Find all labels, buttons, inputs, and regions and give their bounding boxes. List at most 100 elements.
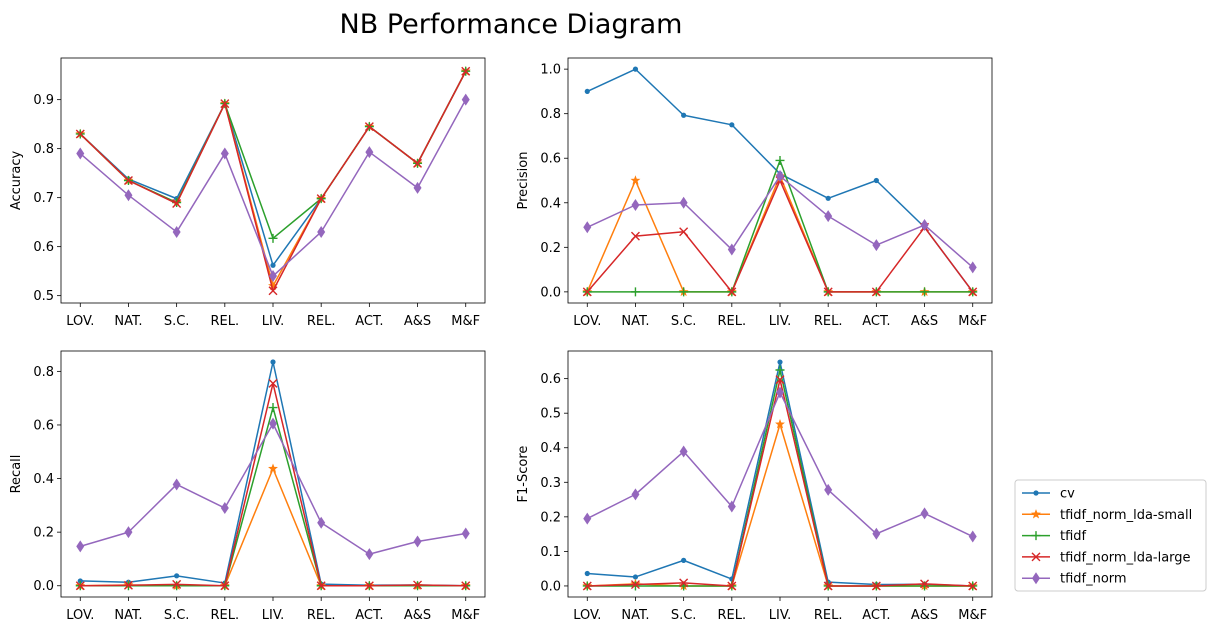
data-point — [824, 483, 833, 496]
data-point — [871, 581, 881, 591]
figure-title: NB Performance Diagram — [340, 9, 683, 40]
data-point — [413, 158, 423, 168]
series-tfidf_norm_lda-large — [75, 378, 471, 591]
x-tick-label: REL. — [718, 314, 747, 329]
x-tick-label: NAT. — [114, 314, 142, 329]
data-point — [123, 580, 133, 590]
data-point — [920, 507, 929, 520]
data-point — [630, 581, 640, 591]
data-point — [920, 287, 930, 297]
series-tfidf_norm_lda-small — [582, 419, 978, 591]
subplot-precision: 0.0 0.2 0.4 0.6 0.8 1.0 LOV. NAT. S.C. REL. LIV. RE… — [516, 57, 993, 329]
data-point — [317, 225, 326, 238]
data-point — [269, 270, 277, 283]
data-point — [269, 417, 277, 430]
x-tick-label: ACT. — [862, 314, 890, 329]
data-point — [775, 419, 785, 429]
data-point — [268, 233, 278, 243]
data-point — [630, 580, 640, 590]
x-tick-label: M&F — [958, 608, 987, 623]
series-line — [586, 175, 974, 268]
data-point — [364, 581, 374, 591]
data-point — [777, 359, 783, 365]
series-line — [586, 391, 974, 538]
x-tick-label: REL. — [307, 608, 336, 623]
x-tick-label: LOV. — [66, 314, 94, 329]
x-tick-label: M&F — [958, 314, 987, 329]
series-tfidf_norm — [583, 386, 977, 543]
series-tfidf_norm_lda-small — [582, 170, 978, 297]
series-tfidf_norm — [583, 170, 977, 274]
data-point — [776, 170, 784, 183]
series-line — [587, 378, 973, 587]
legend-marker — [1031, 531, 1041, 541]
data-point — [317, 516, 326, 529]
data-point — [968, 530, 977, 543]
data-point — [76, 147, 85, 160]
legend-entry: cv — [1022, 487, 1075, 502]
subplot-accuracy: 0.5 0.6 0.7 0.8 0.9 LOV. NAT. S.C. REL. LIV. REL. A… — [9, 57, 486, 329]
x-tick-label: LIV. — [262, 314, 284, 329]
legend-entry: tfidf — [1022, 529, 1087, 544]
data-point — [172, 225, 181, 238]
x-tick-label: S.C. — [671, 608, 697, 623]
series-line — [79, 99, 467, 277]
data-point — [172, 478, 181, 491]
series-tfidf_norm_lda-large — [75, 66, 471, 296]
y-axis-label: Recall — [9, 455, 24, 494]
data-point — [220, 581, 230, 591]
legend-label: tfidf_norm — [1060, 572, 1127, 587]
data-point — [825, 195, 831, 201]
x-tick-label: REL. — [211, 608, 240, 623]
x-tick-label: A&S — [911, 608, 938, 623]
axes-frame — [567, 350, 993, 598]
y-tick-label: 0.6 — [33, 418, 54, 433]
data-point — [220, 147, 229, 160]
legend-entry: tfidf_norm — [1022, 572, 1127, 587]
series-tfidf_norm_lda-large — [582, 375, 978, 591]
data-point — [365, 548, 374, 561]
y-tick-label: 0.7 — [33, 191, 54, 206]
series-line — [79, 70, 467, 287]
y-tick-label: 0.6 — [540, 152, 561, 167]
data-point — [584, 88, 590, 95]
series-line — [80, 422, 466, 555]
subplot-recall: 0.0 0.2 0.4 0.6 0.8 LOV. NAT. S.C. REL. LIV. REL. A… — [9, 350, 486, 623]
axes-frame — [60, 57, 486, 304]
series-tfidf — [582, 365, 978, 591]
series-tfidf_norm_lda-small — [75, 66, 471, 291]
data-point — [871, 287, 881, 297]
data-point — [270, 262, 276, 268]
series-tfidf_norm — [76, 93, 470, 283]
data-point — [679, 196, 688, 209]
data-point — [775, 155, 785, 165]
x-tick-label: S.C. — [164, 314, 190, 329]
data-point — [76, 540, 85, 553]
data-point — [679, 578, 689, 588]
data-point — [316, 581, 326, 591]
y-tick-label: 0.3 — [540, 476, 561, 491]
series-tfidf_norm — [76, 417, 470, 561]
series-line — [587, 423, 973, 587]
data-point — [681, 557, 687, 563]
data-point — [727, 243, 736, 256]
subplots: 0.5 0.6 0.7 0.8 0.9 LOV. NAT. S.C. REL. LIV. REL. A… — [9, 57, 993, 623]
x-tick-label: LOV. — [66, 608, 94, 623]
data-point — [631, 488, 640, 501]
data-point — [268, 286, 278, 296]
data-point — [679, 227, 689, 237]
series-line — [586, 179, 974, 293]
x-tick-label: S.C. — [164, 608, 190, 623]
x-tick-label: M&F — [451, 314, 480, 329]
x-tick-label: LOV. — [573, 314, 601, 329]
x-tick-label: A&S — [404, 608, 431, 623]
x-tick-label: LIV. — [769, 608, 791, 623]
x-tick-label: NAT. — [114, 608, 142, 623]
legend-label: tfidf_norm_lda-small — [1060, 508, 1192, 523]
y-tick-label: 0.4 — [33, 472, 54, 487]
data-point — [174, 573, 180, 579]
data-point — [681, 112, 687, 118]
data-point — [172, 579, 182, 589]
y-tick-label: 0.8 — [540, 107, 561, 122]
x-tick-label: M&F — [451, 608, 480, 623]
